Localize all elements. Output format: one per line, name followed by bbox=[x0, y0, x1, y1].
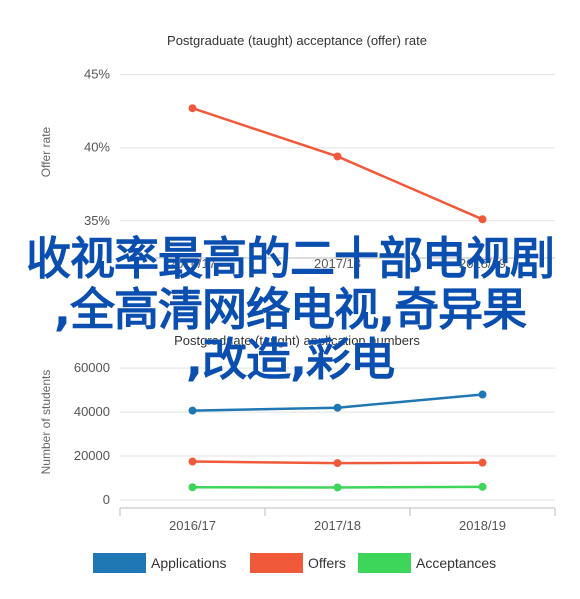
applications-x-tick-label: 2018/19 bbox=[459, 518, 506, 533]
applications-chart-title: Postgraduate (taught) application number… bbox=[174, 333, 420, 348]
legend-label-applications: Applications bbox=[151, 555, 227, 571]
applications-chart: Postgraduate (taught) application number… bbox=[39, 333, 556, 573]
overlay-text-line-3: ,改造,彩电 bbox=[185, 333, 395, 386]
applications-chart-gridlines bbox=[120, 367, 555, 501]
applications-data-point bbox=[333, 403, 342, 412]
rate-x-tick-label: 2016/17 bbox=[169, 256, 216, 271]
legend-swatch-acceptances bbox=[358, 553, 411, 573]
applications-y-tick-label: 40000 bbox=[74, 404, 110, 419]
applications-data-point bbox=[188, 457, 197, 466]
rate-chart-x-ticks: 2016/17 2017/18 2018/19 bbox=[120, 256, 555, 271]
applications-chart-x-ticks: 2016/17 2017/18 2018/19 bbox=[119, 507, 556, 533]
rate-y-tick-label: 35% bbox=[84, 213, 110, 228]
applications-y-tick-label: 60000 bbox=[74, 360, 110, 375]
rate-x-tick-label: 2018/19 bbox=[459, 256, 506, 271]
rate-chart-ylabel: Offer rate bbox=[39, 126, 53, 177]
applications-data-point bbox=[333, 483, 342, 492]
applications-y-tick-label: 0 bbox=[103, 492, 110, 507]
applications-data-point bbox=[188, 483, 197, 492]
rate-y-tick-label: 40% bbox=[84, 140, 110, 155]
rate-chart-title: Postgraduate (taught) acceptance (offer)… bbox=[167, 33, 427, 48]
rate-series-line-0 bbox=[192, 107, 483, 221]
overlay-text-line-2: ,全高清网络电视,奇异果 bbox=[53, 283, 527, 336]
applications-chart-series bbox=[188, 390, 487, 492]
applications-chart-legend: Applications Offers Acceptances bbox=[93, 553, 496, 573]
applications-data-point bbox=[478, 458, 487, 467]
legend-swatch-offers bbox=[250, 553, 303, 573]
rate-chart-y-ticks: 35% 40% 45% bbox=[84, 67, 110, 228]
rate-data-point bbox=[478, 215, 487, 224]
rate-data-point bbox=[188, 104, 197, 113]
applications-chart-y-ticks: 0 20000 40000 60000 bbox=[74, 360, 110, 507]
applications-data-point bbox=[333, 459, 342, 468]
applications-x-tick-label: 2016/17 bbox=[169, 518, 216, 533]
applications-x-tick-label: 2017/18 bbox=[314, 518, 361, 533]
applications-data-point bbox=[478, 390, 487, 399]
overlay-text-line-1: 收视率最高的二十部电视剧 bbox=[25, 232, 555, 285]
applications-data-point bbox=[188, 406, 197, 415]
applications-chart-ylabel: Number of students bbox=[39, 370, 53, 475]
applications-data-point bbox=[478, 482, 487, 491]
applications-y-tick-label: 20000 bbox=[74, 448, 110, 463]
legend-swatch-applications bbox=[93, 553, 146, 573]
rate-chart-gridlines bbox=[120, 74, 555, 222]
rate-x-tick-label: 2017/18 bbox=[314, 256, 361, 271]
rate-y-tick-label: 45% bbox=[84, 67, 110, 82]
legend-label-acceptances: Acceptances bbox=[416, 555, 496, 571]
rate-chart: Postgraduate (taught) acceptance (offer)… bbox=[39, 33, 555, 271]
rate-data-point bbox=[333, 152, 342, 161]
rate-chart-series bbox=[188, 104, 487, 224]
legend-label-offers: Offers bbox=[308, 555, 346, 571]
